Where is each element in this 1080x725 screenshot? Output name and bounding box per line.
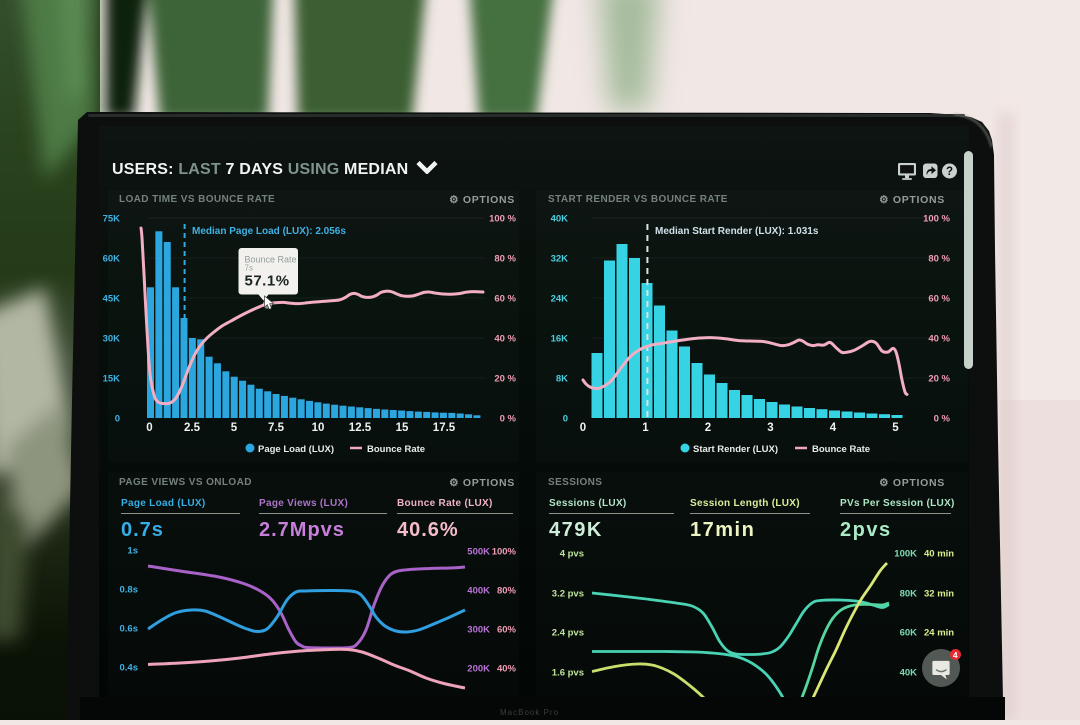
svg-text:500K: 500K xyxy=(467,547,490,558)
svg-text:0: 0 xyxy=(580,422,586,434)
svg-text:40K: 40K xyxy=(900,668,918,679)
svg-text:60%: 60% xyxy=(497,625,517,636)
svg-text:57.1%: 57.1% xyxy=(245,273,290,290)
svg-text:3: 3 xyxy=(767,422,773,434)
svg-text:5: 5 xyxy=(892,422,899,434)
svg-text:300K: 300K xyxy=(467,625,490,636)
svg-text:Bounce Rate: Bounce Rate xyxy=(812,444,870,455)
svg-text:60 %: 60 % xyxy=(494,294,516,305)
svg-text:0.6s: 0.6s xyxy=(120,624,139,635)
svg-text:0.8s: 0.8s xyxy=(120,585,139,596)
svg-text:4: 4 xyxy=(830,422,837,434)
svg-text:80 %: 80 % xyxy=(928,254,950,265)
svg-text:100 %: 100 % xyxy=(489,214,516,225)
svg-text:40 min: 40 min xyxy=(924,549,954,560)
svg-text:80K: 80K xyxy=(900,589,918,600)
svg-text:60K: 60K xyxy=(103,254,121,265)
svg-text:0: 0 xyxy=(115,414,120,425)
svg-text:15K: 15K xyxy=(103,374,121,385)
svg-text:1.6 pvs: 1.6 pvs xyxy=(552,668,584,679)
svg-text:45K: 45K xyxy=(103,294,121,305)
svg-text:2.4 pvs: 2.4 pvs xyxy=(552,628,584,639)
svg-text:32K: 32K xyxy=(551,254,569,265)
svg-text:40%: 40% xyxy=(497,664,517,675)
svg-text:1s: 1s xyxy=(127,546,138,557)
svg-text:80%: 80% xyxy=(497,586,517,597)
svg-text:80 %: 80 % xyxy=(494,254,516,265)
svg-text:16K: 16K xyxy=(551,334,569,345)
svg-text:40 %: 40 % xyxy=(494,334,516,345)
svg-text:Median Start Render (LUX): 1.0: Median Start Render (LUX): 1.031s xyxy=(655,226,819,237)
svg-text:1: 1 xyxy=(642,422,649,434)
svg-text:Bounce Rate: Bounce Rate xyxy=(245,255,297,265)
svg-text:20 %: 20 % xyxy=(928,374,950,385)
svg-text:40K: 40K xyxy=(551,214,569,225)
svg-text:20 %: 20 % xyxy=(494,374,516,385)
svg-text:75K: 75K xyxy=(103,214,121,225)
svg-text:7s: 7s xyxy=(245,264,253,273)
svg-text:0.4s: 0.4s xyxy=(120,663,139,674)
svg-text:0: 0 xyxy=(146,422,152,434)
svg-text:400K: 400K xyxy=(467,586,490,597)
svg-text:24K: 24K xyxy=(551,294,569,305)
svg-text:0: 0 xyxy=(563,414,568,425)
svg-text:Bounce Rate: Bounce Rate xyxy=(367,444,425,455)
svg-text:30K: 30K xyxy=(103,334,121,345)
svg-text:Page Load (LUX): Page Load (LUX) xyxy=(258,444,334,455)
svg-text:12.5: 12.5 xyxy=(349,422,372,434)
svg-text:5: 5 xyxy=(231,422,238,434)
svg-text:4 pvs: 4 pvs xyxy=(560,549,584,560)
svg-text:100K: 100K xyxy=(894,549,917,560)
svg-text:0 %: 0 % xyxy=(934,414,951,425)
svg-text:200K: 200K xyxy=(467,664,490,675)
svg-text:Start Render (LUX): Start Render (LUX) xyxy=(693,444,778,455)
svg-text:3.2 pvs: 3.2 pvs xyxy=(552,589,584,600)
svg-text:2.5: 2.5 xyxy=(184,422,201,434)
svg-text:10: 10 xyxy=(312,422,325,434)
svg-text:100%: 100% xyxy=(492,547,517,558)
svg-text:Median Page Load (LUX): 2.056s: Median Page Load (LUX): 2.056s xyxy=(192,226,346,237)
svg-text:?: ? xyxy=(946,166,953,178)
svg-text:60 %: 60 % xyxy=(928,294,950,305)
svg-text:15: 15 xyxy=(396,422,409,434)
svg-text:24 min: 24 min xyxy=(924,628,954,639)
svg-text:8K: 8K xyxy=(556,374,568,385)
svg-text:60K: 60K xyxy=(900,628,918,639)
svg-text:32 min: 32 min xyxy=(924,589,954,600)
svg-text:100 %: 100 % xyxy=(923,214,950,225)
svg-text:2: 2 xyxy=(705,422,711,434)
svg-text:0 %: 0 % xyxy=(500,414,517,425)
svg-text:7.5: 7.5 xyxy=(268,422,285,434)
svg-text:40 %: 40 % xyxy=(928,334,950,345)
svg-text:17.5: 17.5 xyxy=(433,422,456,434)
